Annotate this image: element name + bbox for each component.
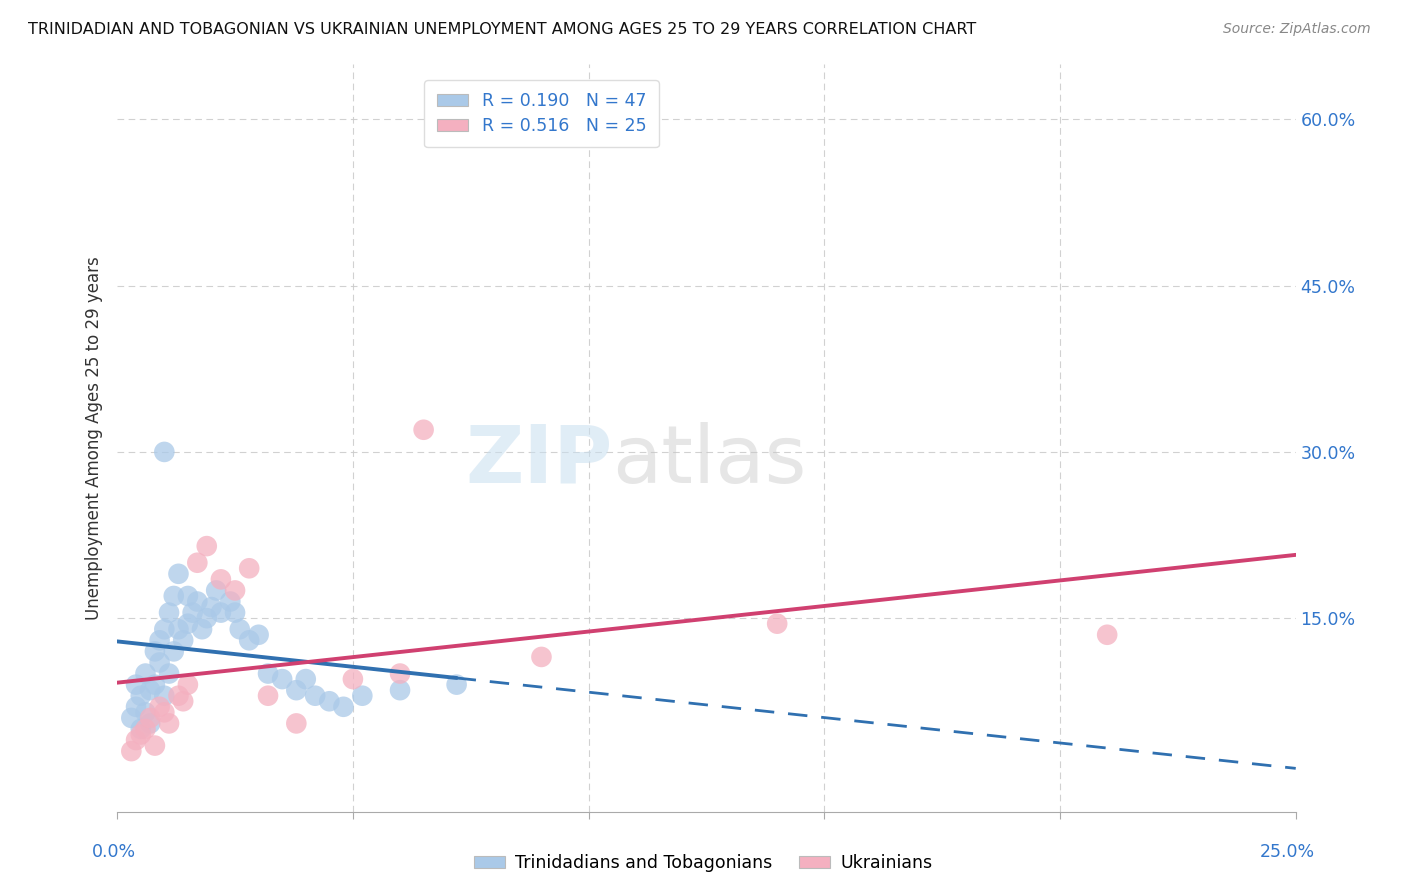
Point [285, 683, 308, 698]
Point [139, 711, 162, 725]
Point [129, 727, 152, 741]
Point [257, 689, 280, 703]
Point [125, 733, 148, 747]
Point [1095, 628, 1118, 642]
Point [167, 566, 190, 581]
Point [285, 716, 308, 731]
Point [153, 706, 176, 720]
Point [157, 716, 180, 731]
Point [181, 606, 204, 620]
Point [177, 616, 200, 631]
Point [120, 711, 142, 725]
Point [153, 622, 176, 636]
Text: atlas: atlas [612, 422, 807, 500]
Point [318, 694, 340, 708]
Point [209, 573, 232, 587]
Point [238, 561, 260, 575]
Point [186, 556, 208, 570]
Point [219, 594, 242, 608]
Point [205, 583, 228, 598]
Point [271, 672, 294, 686]
Point [177, 678, 200, 692]
Point [229, 622, 252, 636]
Point [167, 689, 190, 703]
Point [304, 689, 326, 703]
Point [134, 722, 156, 736]
Point [143, 678, 166, 692]
Point [342, 672, 364, 686]
Point [143, 644, 166, 658]
Point [247, 628, 270, 642]
Point [294, 672, 316, 686]
Point [134, 706, 156, 720]
Point [139, 683, 162, 698]
Y-axis label: Unemployment Among Ages 25 to 29 years: Unemployment Among Ages 25 to 29 years [86, 256, 103, 620]
Point [167, 622, 190, 636]
Point [191, 622, 214, 636]
Point [200, 600, 222, 615]
Point [224, 583, 246, 598]
Legend: R = 0.190   N = 47, R = 0.516   N = 25: R = 0.190 N = 47, R = 0.516 N = 25 [425, 80, 658, 147]
Point [143, 739, 166, 753]
Point [766, 616, 789, 631]
Point [530, 649, 553, 664]
Text: 25.0%: 25.0% [1260, 843, 1315, 861]
Point [446, 678, 468, 692]
Point [153, 445, 176, 459]
Legend: Trinidadians and Tobagonians, Ukrainians: Trinidadians and Tobagonians, Ukrainians [467, 847, 939, 879]
Point [125, 678, 148, 692]
Point [177, 589, 200, 603]
Text: ZIP: ZIP [465, 422, 612, 500]
Point [186, 594, 208, 608]
Point [139, 716, 162, 731]
Point [195, 539, 218, 553]
Point [172, 694, 194, 708]
Point [195, 611, 218, 625]
Point [129, 722, 152, 736]
Point [352, 689, 374, 703]
Point [209, 606, 232, 620]
Point [125, 699, 148, 714]
Point [163, 589, 186, 603]
Point [257, 666, 280, 681]
Point [163, 644, 186, 658]
Point [389, 683, 412, 698]
Point [157, 666, 180, 681]
Point [224, 606, 246, 620]
Point [149, 656, 172, 670]
Point [149, 699, 172, 714]
Point [149, 633, 172, 648]
Point [157, 606, 180, 620]
Point [332, 699, 354, 714]
Point [120, 744, 142, 758]
Point [134, 666, 156, 681]
Point [153, 689, 176, 703]
Point [389, 666, 412, 681]
Text: 0.0%: 0.0% [91, 843, 135, 861]
Point [412, 423, 434, 437]
Point [238, 633, 260, 648]
Text: Source: ZipAtlas.com: Source: ZipAtlas.com [1223, 22, 1371, 37]
Point [129, 689, 152, 703]
Text: TRINIDADIAN AND TOBAGONIAN VS UKRAINIAN UNEMPLOYMENT AMONG AGES 25 TO 29 YEARS C: TRINIDADIAN AND TOBAGONIAN VS UKRAINIAN … [28, 22, 976, 37]
Point [172, 633, 194, 648]
